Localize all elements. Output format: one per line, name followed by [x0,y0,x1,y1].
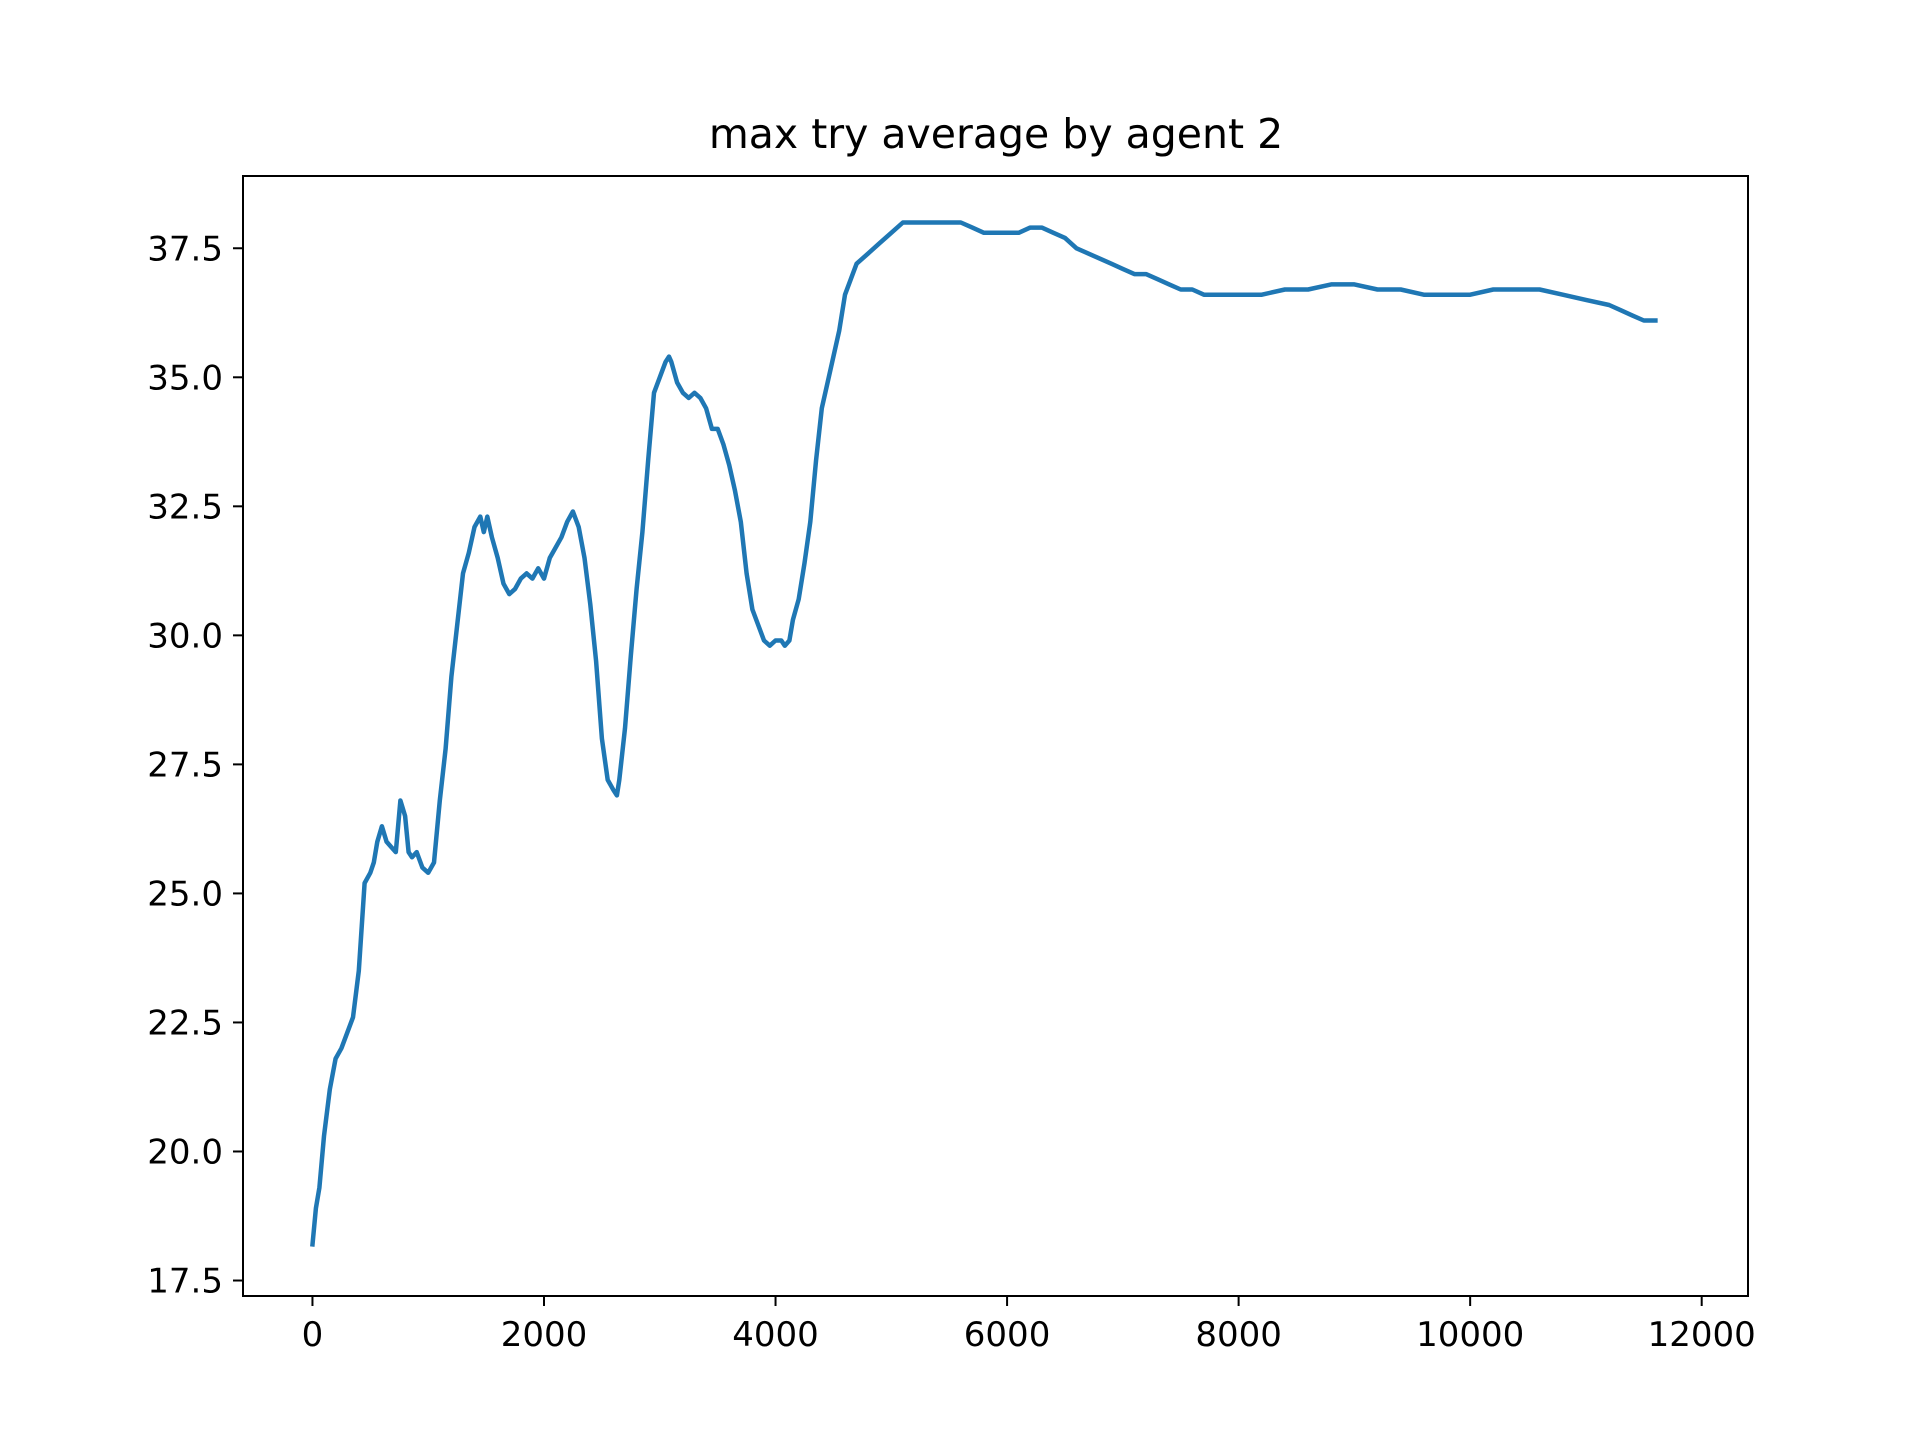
x-tick-label: 10000 [1416,1315,1524,1355]
x-tick-label: 6000 [964,1315,1051,1355]
x-tick-label: 4000 [732,1315,819,1355]
y-tick-label: 35.0 [147,358,223,398]
y-tick-label: 25.0 [147,874,223,914]
y-tick-label: 17.5 [147,1262,223,1302]
x-tick-label: 2000 [501,1315,588,1355]
x-tick-label: 0 [302,1315,324,1355]
y-tick-label: 37.5 [147,229,223,269]
chart-title: max try average by agent 2 [709,110,1283,158]
y-tick-label: 30.0 [147,616,223,656]
x-tick-label: 12000 [1648,1315,1756,1355]
y-tick-label: 22.5 [147,1003,223,1043]
series-line [310,220,1658,1247]
y-tick-label: 20.0 [147,1132,223,1172]
x-axis: 0 2000 4000 6000 8000 10000 12000 [302,1296,1756,1355]
x-tick-label: 8000 [1195,1315,1282,1355]
axes-frame [242,175,1749,1297]
y-tick-label: 27.5 [147,745,223,785]
y-axis: 17.5 20.0 22.5 25.0 27.5 30.0 32.5 35.0 37.5 [147,229,243,1302]
plot-area [310,220,1658,1247]
y-tick-label: 32.5 [147,487,223,527]
